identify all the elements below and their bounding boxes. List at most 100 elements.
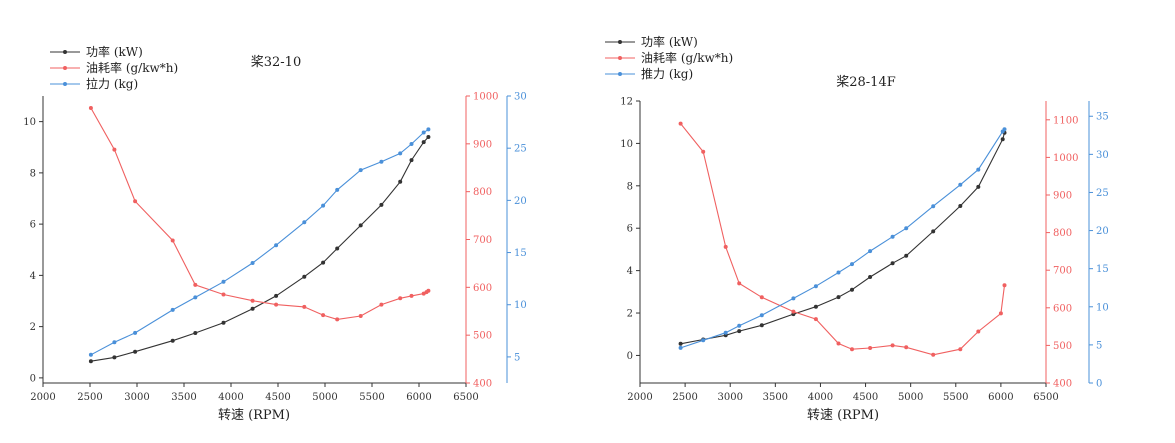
data-point — [335, 317, 340, 322]
data-point — [426, 127, 431, 132]
x-tick-label: 6000 — [988, 392, 1013, 403]
data-point — [426, 288, 431, 293]
left-y-tick-label: 2 — [30, 322, 36, 333]
data-point — [409, 142, 414, 146]
right2-y-tick-label: 25 — [514, 144, 527, 155]
data-point — [274, 293, 279, 298]
data-point — [976, 167, 981, 172]
series-line — [90, 128, 429, 356]
series-3 — [88, 127, 431, 357]
data-point — [850, 287, 854, 292]
left-y-tick-label: 8 — [627, 181, 633, 192]
data-point — [112, 355, 117, 360]
data-point — [379, 302, 384, 307]
data-point — [868, 346, 873, 350]
data-point — [88, 352, 93, 357]
left-y-tick-label: 8 — [30, 168, 36, 179]
legend-label: 功率 (kW) — [641, 34, 698, 49]
left-y-tick-label: 0 — [30, 373, 36, 384]
data-point — [759, 313, 764, 318]
legend-marker — [63, 66, 67, 70]
right2-y-tick-label: 20 — [514, 196, 527, 207]
data-point — [379, 159, 384, 164]
data-point — [998, 311, 1003, 316]
data-point — [958, 182, 963, 187]
left-y-tick-label: 10 — [23, 117, 36, 128]
series-line — [680, 123, 1006, 356]
right2-y-tick-label: 30 — [514, 92, 527, 103]
data-point — [250, 298, 255, 303]
x-tick-label: 2500 — [77, 392, 102, 403]
right1-y-tick-label: 700 — [1053, 266, 1072, 277]
data-point — [302, 220, 307, 225]
data-point — [904, 345, 909, 350]
series-1 — [88, 135, 431, 364]
data-point — [409, 158, 414, 163]
data-point — [904, 253, 909, 258]
data-point — [250, 306, 255, 311]
data-point — [868, 249, 873, 254]
data-point — [701, 149, 706, 154]
data-point — [321, 260, 326, 265]
data-point — [193, 331, 198, 335]
data-point — [88, 359, 93, 364]
legend-marker — [618, 72, 622, 76]
right2-y-tick-label: 15 — [514, 248, 527, 259]
chart-title: 桨28-14F — [836, 74, 896, 90]
legend-marker — [63, 82, 67, 86]
right2-y-tick-label: 10 — [1096, 302, 1109, 313]
data-point — [398, 151, 403, 156]
data-point — [737, 323, 742, 328]
data-point — [1002, 127, 1007, 132]
series-2 — [678, 121, 1007, 357]
right1-y-tick-label: 700 — [473, 235, 492, 246]
data-point — [759, 295, 764, 300]
data-point — [791, 309, 796, 314]
legend-label: 油耗率 (g/kw*h) — [86, 60, 178, 75]
data-point — [701, 338, 706, 343]
data-point — [335, 246, 340, 251]
data-point — [931, 352, 936, 357]
x-tick-label: 5500 — [943, 392, 968, 403]
data-point — [170, 338, 175, 343]
x-tick-label: 5500 — [359, 392, 384, 403]
legend-marker — [63, 50, 67, 54]
data-point — [890, 234, 895, 239]
left-y-tick-label: 2 — [627, 309, 633, 320]
right1-y-tick-label: 800 — [1053, 228, 1072, 239]
right2-y-tick-label: 15 — [1096, 264, 1109, 275]
data-point — [379, 202, 384, 207]
legend-marker — [618, 40, 622, 44]
legend: 功率 (kW)油耗率 (g/kw*h) 推力 (kg) — [605, 34, 733, 81]
data-point — [1002, 283, 1007, 288]
legend-label: 功率 (kW) — [86, 44, 143, 59]
data-point — [193, 282, 198, 287]
data-point — [133, 349, 138, 354]
x-tick-label: 2500 — [672, 392, 697, 403]
data-point — [850, 262, 854, 267]
legend-label: 拉力 (kg) — [86, 76, 138, 91]
data-point — [335, 187, 340, 192]
series-2 — [88, 106, 431, 322]
series-line — [90, 136, 429, 362]
data-point — [421, 140, 426, 145]
right1-y-tick-label: 900 — [1053, 191, 1072, 202]
right1-y-tick-label: 600 — [473, 283, 492, 294]
x-tick-label: 6500 — [1033, 392, 1058, 403]
left-y-tick-label: 10 — [620, 139, 633, 150]
data-point — [813, 284, 818, 289]
left-y-tick-label: 12 — [620, 97, 633, 108]
right1-y-tick-label: 400 — [473, 379, 492, 390]
left-y-tick-label: 4 — [627, 266, 633, 277]
right1-y-tick-label: 1000 — [1053, 153, 1078, 164]
legend-label: 油耗率 (g/kw*h) — [641, 50, 733, 65]
data-point — [133, 330, 138, 335]
right2-y-tick-label: 5 — [514, 352, 520, 363]
right1-y-tick-label: 800 — [473, 187, 492, 198]
data-point — [836, 270, 841, 275]
data-point — [221, 292, 226, 297]
data-point — [737, 329, 742, 334]
legend-marker — [618, 56, 622, 60]
right1-y-tick-label: 400 — [1053, 379, 1072, 390]
chart-2: 2000 2500 3000 3500 4000 4500 5000 5500 6000 6500… — [605, 34, 1109, 423]
